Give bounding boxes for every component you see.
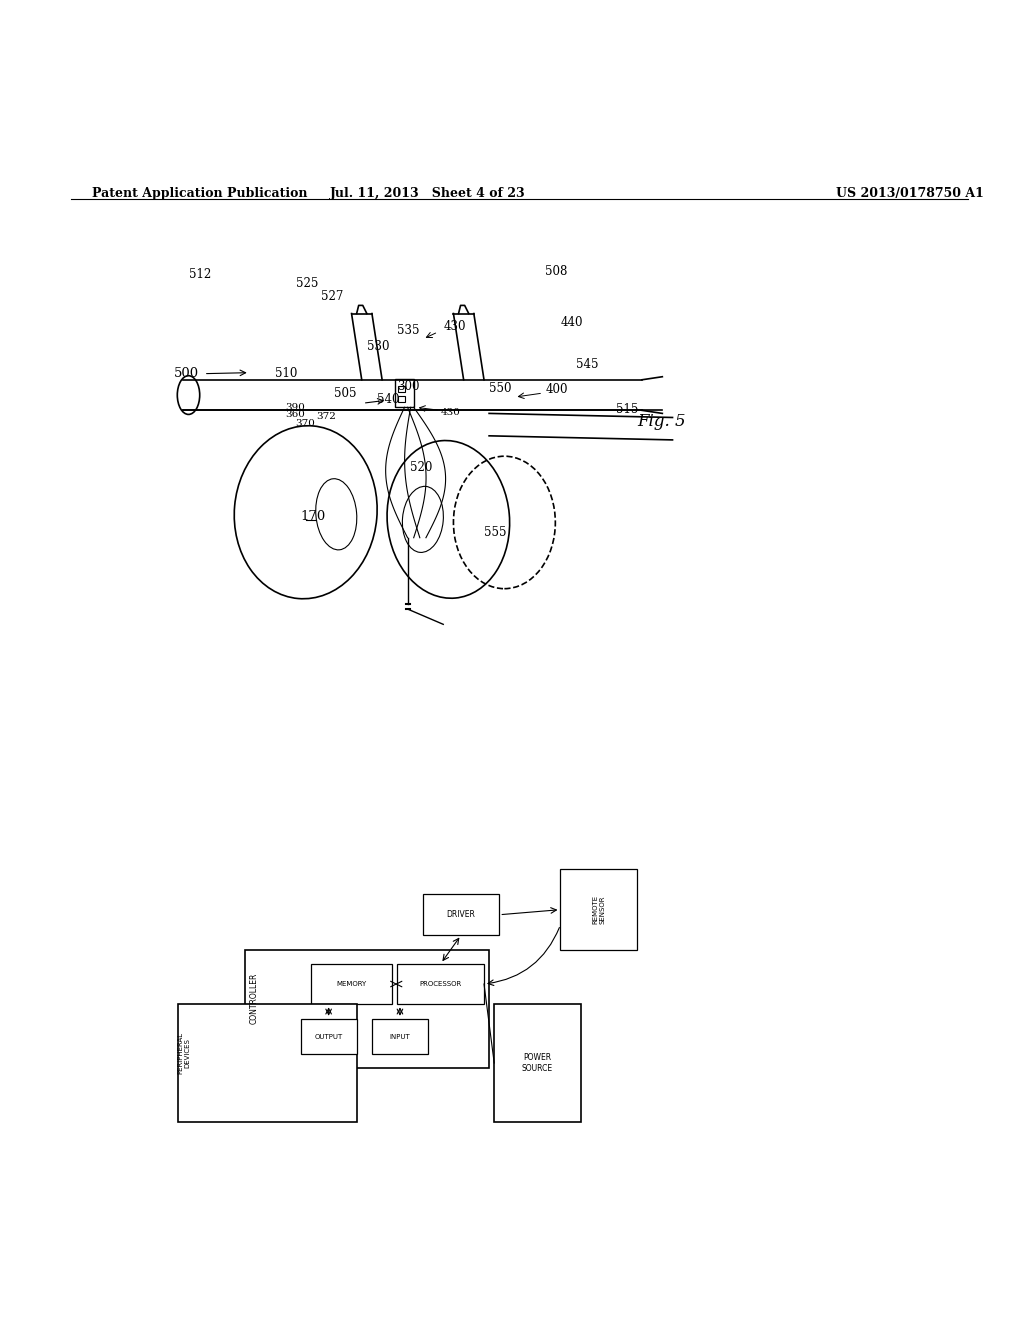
Text: 508: 508 xyxy=(545,265,567,277)
Text: POWER
SOURCE: POWER SOURCE xyxy=(522,1053,553,1073)
Text: DRIVER: DRIVER xyxy=(446,911,475,919)
Text: 510: 510 xyxy=(275,367,298,380)
Text: 400: 400 xyxy=(545,383,567,396)
Bar xyxy=(372,1019,428,1055)
Text: CONTROLLER: CONTROLLER xyxy=(250,973,259,1024)
Text: 170: 170 xyxy=(301,511,326,524)
Text: 512: 512 xyxy=(188,268,211,281)
Text: 535: 535 xyxy=(397,323,420,337)
Bar xyxy=(398,396,404,403)
Text: 430: 430 xyxy=(440,408,460,417)
Text: 525: 525 xyxy=(296,277,317,290)
Text: 360: 360 xyxy=(286,411,305,420)
Text: 530: 530 xyxy=(367,341,389,354)
Text: 540: 540 xyxy=(377,393,399,407)
Text: 370: 370 xyxy=(296,418,315,428)
Text: INPUT: INPUT xyxy=(389,1034,411,1040)
Text: 300: 300 xyxy=(397,380,420,393)
Text: US 2013/0178750 A1: US 2013/0178750 A1 xyxy=(836,187,983,201)
Bar xyxy=(178,1005,356,1122)
Bar xyxy=(395,379,414,408)
Text: 505: 505 xyxy=(334,387,356,400)
Text: REMOTE
SENSOR: REMOTE SENSOR xyxy=(592,895,605,924)
Text: MEMORY: MEMORY xyxy=(337,981,367,987)
Bar xyxy=(245,950,489,1068)
Text: PERIPHERAL
DEVICES: PERIPHERAL DEVICES xyxy=(177,1032,189,1074)
Text: PROCESSOR: PROCESSOR xyxy=(420,981,462,987)
Bar xyxy=(397,964,484,1005)
Text: 440: 440 xyxy=(560,315,583,329)
Bar xyxy=(398,385,404,392)
Text: 390: 390 xyxy=(286,404,305,412)
Bar xyxy=(423,895,500,935)
Bar xyxy=(311,964,392,1005)
Text: 527: 527 xyxy=(321,290,343,304)
Bar xyxy=(301,1019,356,1055)
Text: 515: 515 xyxy=(616,404,639,416)
Text: 430: 430 xyxy=(443,319,466,333)
Text: Fig. 5: Fig. 5 xyxy=(637,413,685,429)
Text: 550: 550 xyxy=(489,381,512,395)
Text: OUTPUT: OUTPUT xyxy=(314,1034,343,1040)
Bar xyxy=(495,1005,581,1122)
Text: 500: 500 xyxy=(174,367,199,380)
Text: Jul. 11, 2013   Sheet 4 of 23: Jul. 11, 2013 Sheet 4 of 23 xyxy=(330,187,525,201)
Text: 520: 520 xyxy=(410,462,432,474)
Text: Patent Application Publication: Patent Application Publication xyxy=(92,187,307,201)
Bar xyxy=(560,869,637,950)
Text: 555: 555 xyxy=(484,525,507,539)
Text: 372: 372 xyxy=(315,412,336,421)
Text: 545: 545 xyxy=(575,358,598,371)
